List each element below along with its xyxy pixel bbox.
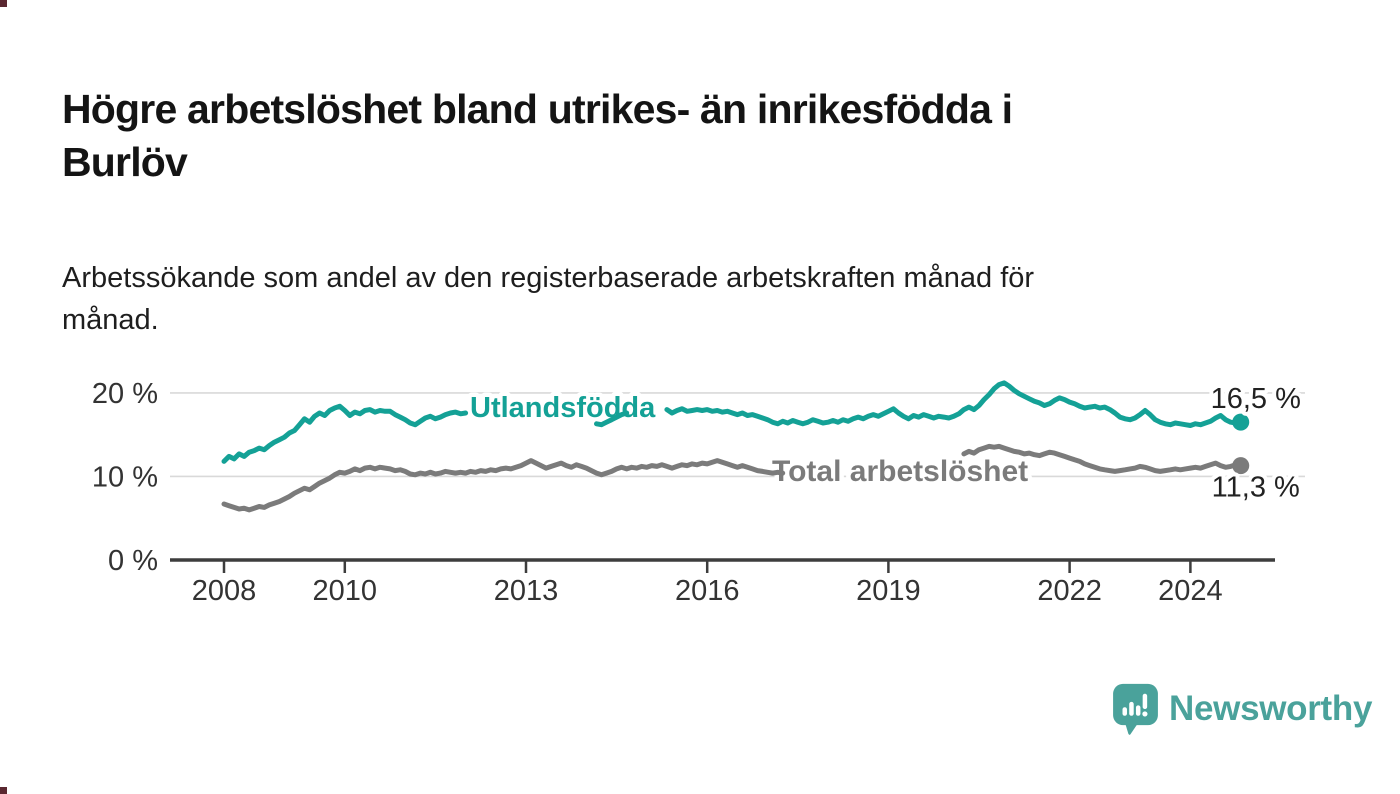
series-line-total	[221, 458, 786, 513]
series-line-total	[961, 443, 1244, 474]
page-title-line1: Högre arbetslöshet bland utrikes- än inr…	[62, 86, 1013, 133]
series-label-utlandsfodda: Utlandsfödda	[470, 392, 656, 424]
x-axis-tick-label: 2016	[675, 575, 740, 607]
y-axis-tick-label: 0 %	[108, 545, 158, 577]
chart-subtitle-line1: Arbetssökande som andel av den registerb…	[62, 262, 1035, 294]
series-labels: Utlandsfödda Total arbetslöshet	[466, 388, 1033, 493]
x-axis-tick-label: 2019	[856, 575, 921, 607]
series-lines	[221, 380, 1244, 513]
series-end-dot-utlandsfodda	[1232, 413, 1250, 431]
y-axis-tick-label: 10 %	[92, 461, 158, 493]
speech-bubble-bar-chart-icon	[1113, 683, 1158, 735]
series-end-value-label: 16,5 %	[1211, 383, 1301, 415]
corner-artifact	[0, 787, 7, 794]
chart-subtitle-line2: månad.	[62, 304, 159, 336]
series-label-total: Total arbetslöshet	[772, 455, 1028, 488]
page-title-line2: Burlöv	[62, 139, 188, 186]
x-axis-tick-label: 2010	[313, 575, 378, 607]
series-end-value-label: 11,3 %	[1212, 472, 1300, 504]
x-axis-tick-label: 2024	[1158, 575, 1223, 607]
series-line-utlandsfodda	[664, 380, 1244, 428]
y-axis: 0 % 10 % 20 %	[92, 378, 158, 577]
y-axis-tick-label: 20 %	[92, 378, 158, 410]
x-axis-tick-label: 2022	[1037, 575, 1102, 607]
series-line-utlandsfodda	[594, 410, 630, 428]
series-end-markers: 16,5 % 11,3 %	[1207, 379, 1305, 507]
series-end-dot-total	[1232, 457, 1250, 475]
x-axis: 2008 2010 2013 2016 2019 2022 2024	[192, 560, 1223, 607]
series-line-utlandsfodda	[221, 403, 469, 464]
chart-subtitle: Arbetssökande som andel av den registerb…	[62, 257, 1352, 341]
x-axis-tick-label: 2013	[494, 575, 559, 607]
page-title: Högre arbetslöshet bland utrikes- än inr…	[62, 83, 1352, 189]
corner-artifact	[0, 0, 7, 7]
x-axis-tick-label: 2008	[192, 575, 257, 607]
chart-gridlines	[170, 392, 1305, 562]
newsworthy-logo[interactable]: Newsworthy	[1112, 683, 1372, 735]
newsworthy-wordmark: Newsworthy	[1169, 689, 1373, 728]
